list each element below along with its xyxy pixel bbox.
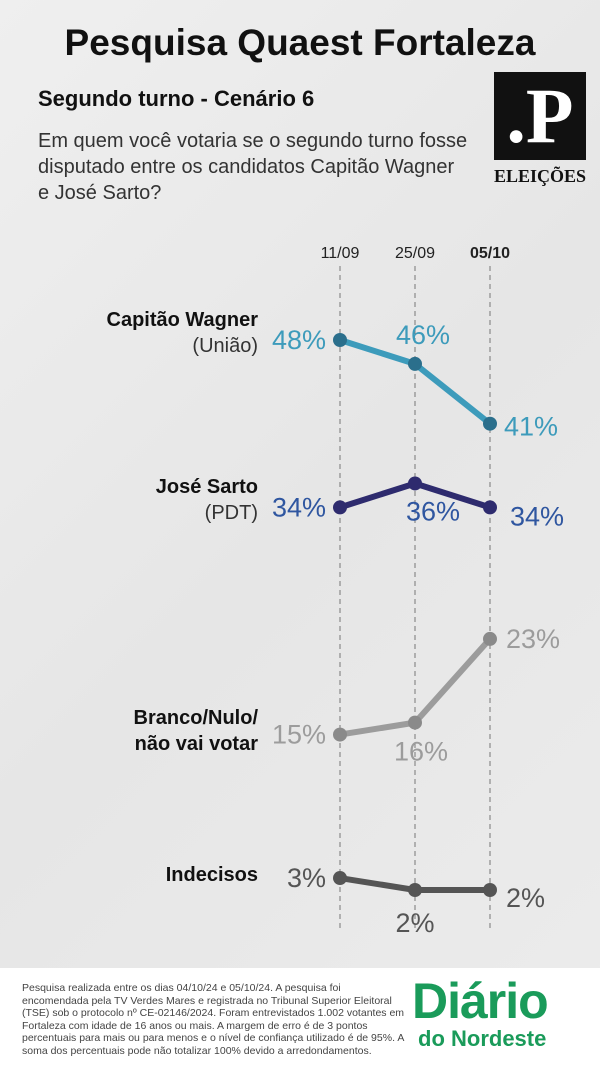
value-label: 48% bbox=[272, 325, 326, 355]
point bbox=[333, 500, 347, 515]
value-label: 15% bbox=[272, 720, 326, 750]
value-label: 16% bbox=[394, 737, 448, 767]
point bbox=[408, 883, 422, 897]
value-label: 34% bbox=[510, 501, 564, 531]
value-label: 23% bbox=[506, 624, 560, 654]
logo-text: ELEIÇÕES bbox=[493, 166, 587, 186]
series-party: (PDT) bbox=[204, 502, 258, 525]
series-name: Indecisos bbox=[58, 862, 258, 888]
value-label: 36% bbox=[406, 496, 460, 526]
point bbox=[408, 356, 422, 371]
value-label: 41% bbox=[504, 412, 558, 442]
point bbox=[483, 631, 497, 646]
point bbox=[333, 333, 347, 347]
value-label: 2% bbox=[506, 883, 545, 913]
title: Pesquisa Quaest Fortaleza bbox=[64, 22, 536, 63]
series-label: José Sarto bbox=[155, 476, 258, 499]
x-tick-label: 25/09 bbox=[395, 245, 435, 262]
series-name: Branco/Nulo/ não vai votar bbox=[118, 705, 258, 757]
brand-sub: do Nordeste bbox=[418, 1026, 547, 1051]
point bbox=[483, 416, 497, 431]
series-label: Branco/Nulo/ não vai votar bbox=[133, 706, 258, 755]
point bbox=[333, 727, 347, 742]
series-label: Capitão Wagner bbox=[106, 309, 259, 331]
x-tick-label: 11/09 bbox=[321, 245, 360, 262]
series-name: Capitão Wagner (União) bbox=[58, 307, 259, 359]
question: Em quem você votaria se o segundo turno … bbox=[38, 130, 468, 204]
series-party: (União) bbox=[192, 335, 258, 357]
footer-note: Pesquisa realizada entre os dias 04/10/2… bbox=[22, 982, 405, 1057]
point bbox=[483, 500, 497, 515]
value-label: 2% bbox=[395, 908, 434, 938]
subtitle: Segundo turno - Cenário 6 bbox=[38, 86, 315, 111]
x-tick-label: 05/10 bbox=[470, 245, 510, 262]
value-label: 46% bbox=[396, 320, 450, 350]
brand: Diário bbox=[412, 973, 549, 1029]
value-label: 34% bbox=[272, 492, 326, 522]
point bbox=[483, 883, 497, 897]
logo-mark: .P bbox=[494, 72, 586, 160]
value-label: 3% bbox=[287, 863, 326, 893]
series-label: Indecisos bbox=[165, 864, 258, 887]
point bbox=[408, 715, 422, 730]
point bbox=[333, 871, 347, 886]
series-name: José Sarto (PDT) bbox=[58, 474, 258, 526]
point bbox=[408, 476, 422, 491]
footer bbox=[0, 968, 600, 1067]
